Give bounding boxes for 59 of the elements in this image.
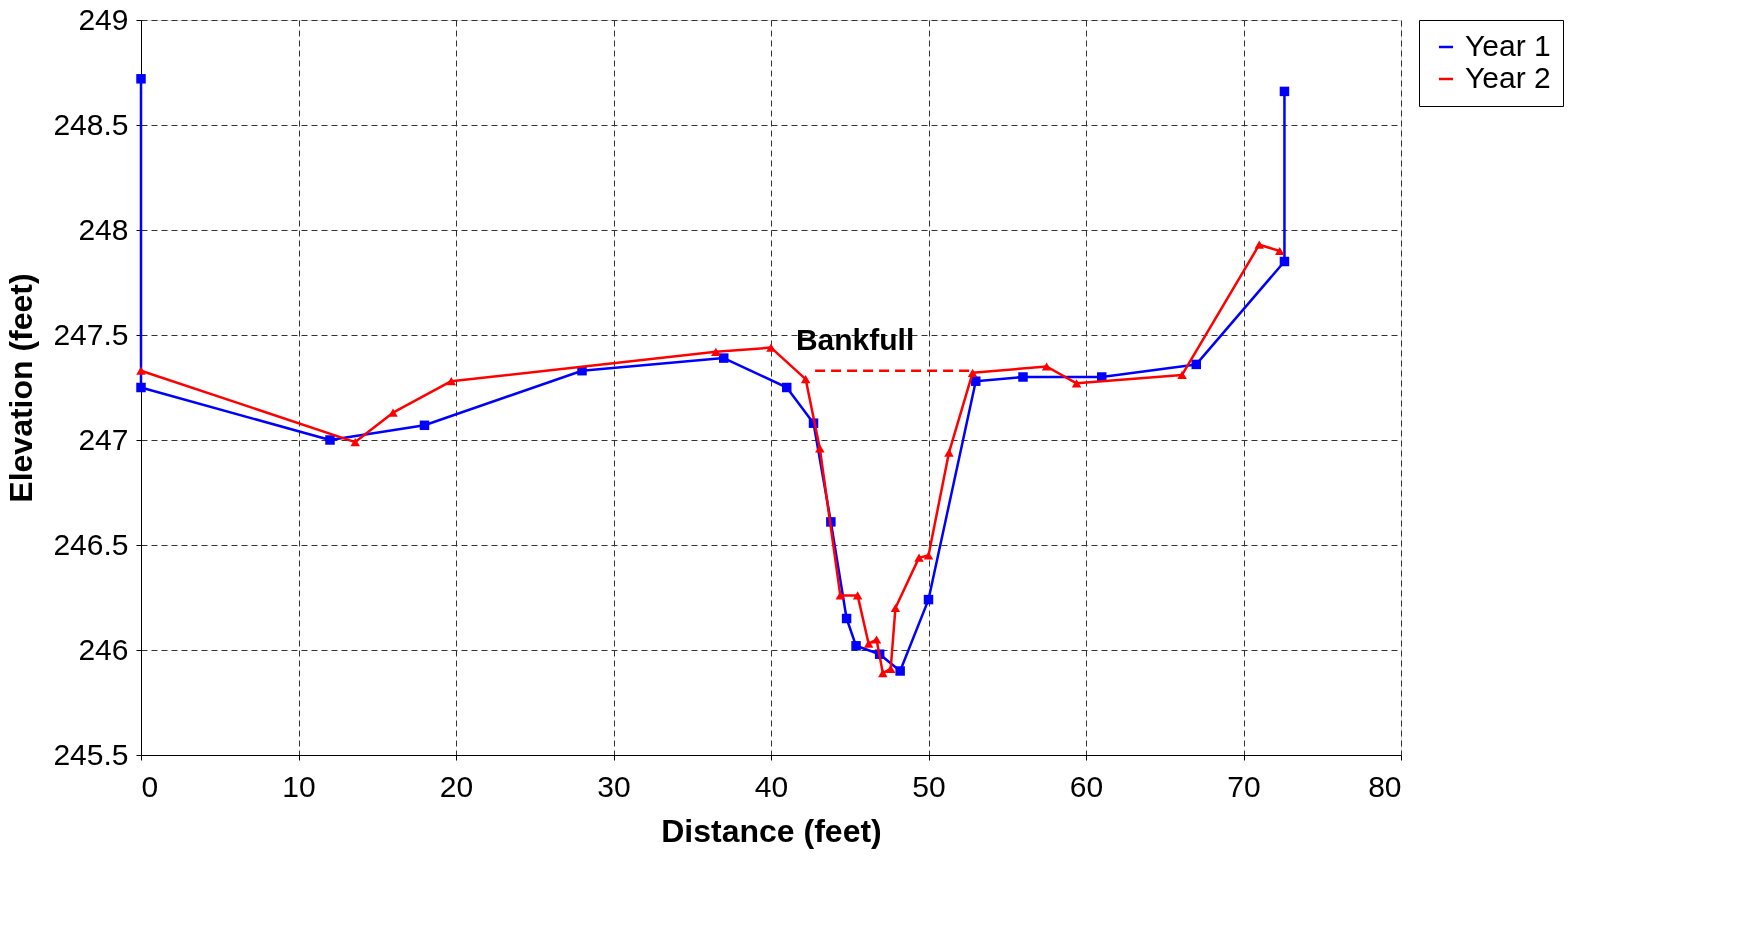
point [782,382,792,393]
point [1279,256,1290,267]
point [852,591,863,600]
x-tick-label: 70 [1227,769,1261,803]
x-tick-label: 50 [912,769,946,803]
x-tick-label: 0 [141,769,159,803]
point [711,347,721,356]
x-tick-label: 60 [1069,769,1104,803]
y-tick-label: 248 [78,212,129,246]
point [1279,86,1290,97]
y-tick-label: 248.5 [53,107,129,141]
series-label: Bankfull [795,322,915,356]
point [835,591,846,600]
point [1274,246,1285,256]
point [350,437,360,447]
point [800,374,811,384]
point [923,551,934,560]
x-tick-label: 40 [754,769,789,803]
y-tick-label: 249 [78,2,129,36]
point [136,382,146,393]
point [1018,372,1028,382]
point [1191,359,1201,370]
legend-label: Year 2 [1465,61,1551,94]
y-tick-label: 246 [78,632,129,666]
point [719,353,729,363]
point [878,668,888,678]
point [895,666,905,676]
point [923,594,934,605]
point [446,377,457,386]
point [944,448,954,457]
point [136,74,146,84]
point [419,420,430,431]
point [136,366,146,375]
point [914,553,924,562]
point [851,641,861,651]
y-tick-label: 246.5 [53,527,129,561]
point [766,343,776,352]
x-tick-label: 20 [439,769,474,803]
point [1041,362,1052,371]
point [841,613,852,624]
point [1254,240,1264,249]
point [1177,370,1187,380]
point [967,368,978,377]
y-axis-title: Elevation (feet) [3,273,40,503]
point [815,444,825,453]
point [325,435,335,445]
point [388,408,398,417]
point [871,635,882,644]
point [863,639,874,648]
y-tick-label: 247.5 [53,317,129,351]
point [890,603,901,613]
point [1071,379,1082,388]
x-tick-label: 30 [597,769,631,803]
legend-label: Year 1 [1465,29,1551,62]
x-axis-title: Distance (feet) [661,812,882,849]
y-tick-label: 245.5 [53,737,129,771]
x-tick-label: 80 [1368,769,1402,803]
y-tick-label: 247 [78,422,129,456]
x-tick-label: 10 [282,769,316,803]
